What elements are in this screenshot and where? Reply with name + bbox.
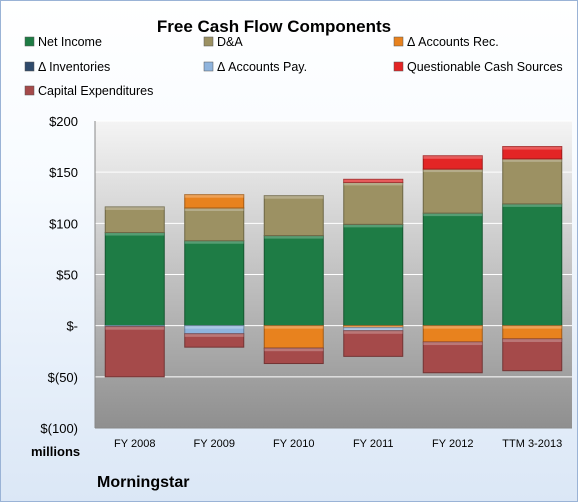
bar-segment	[422, 212, 483, 327]
legend: Net Income D&A Δ Accounts Rec. Δ Inventorie…	[24, 35, 563, 98]
bar-segment	[502, 146, 563, 160]
chart-title: Free Cash Flow Components	[157, 17, 391, 36]
legend-label: Net Income	[38, 35, 102, 49]
bar-segment	[104, 232, 165, 327]
bar-highlight	[105, 325, 165, 327]
bar-segment	[263, 235, 324, 327]
bar-segment	[184, 194, 245, 209]
legend-swatch	[24, 61, 35, 72]
legend-label: Questionable Cash Sources	[407, 60, 563, 74]
bar-highlight	[105, 232, 165, 236]
bar-highlight	[502, 203, 562, 207]
bar-segment	[263, 325, 324, 349]
bar-highlight	[264, 195, 324, 199]
bar-highlight	[184, 333, 244, 337]
x-tick-label: FY 2011	[353, 438, 394, 450]
bar-highlight	[184, 240, 244, 244]
bar-highlight	[423, 325, 483, 329]
x-tick-label: FY 2008	[114, 438, 155, 450]
bar-highlight	[105, 326, 165, 330]
bar-highlight	[264, 235, 324, 239]
y-tick-label: $-	[66, 319, 78, 334]
bar-highlight	[343, 325, 403, 328]
bar-highlight	[184, 325, 244, 329]
legend-swatch	[393, 61, 404, 72]
bar-highlight	[264, 325, 324, 329]
legend-swatch	[203, 36, 214, 47]
bar-segment	[104, 326, 165, 378]
legend-swatch	[203, 61, 214, 72]
x-tick-label: TTM 3-2013	[502, 438, 562, 450]
y-axis: $200 $150 $100 $50 $- $(50) $(100)	[40, 114, 96, 436]
bar-highlight	[502, 146, 562, 150]
bars	[104, 146, 563, 378]
source-label: Morningstar	[97, 474, 189, 491]
legend-label: Δ Accounts Pay.	[217, 60, 307, 74]
bar-highlight	[502, 158, 562, 162]
bar-segment	[184, 207, 245, 242]
legend-swatch	[393, 36, 404, 47]
bar-highlight	[423, 213, 483, 217]
bar-segment	[184, 240, 245, 327]
bar-highlight	[184, 194, 244, 198]
x-axis: FY 2008 FY 2009 FY 2010 FY 2011 FY 2012 TTM 3…	[95, 427, 572, 450]
bar-segment	[343, 223, 404, 327]
y-tick-label: $(100)	[40, 421, 78, 436]
legend-label: Δ Accounts Rec.	[407, 35, 499, 49]
bar-segment	[502, 203, 563, 327]
x-tick-label: FY 2012	[432, 438, 473, 450]
bar-segment	[343, 330, 404, 357]
bar-highlight	[343, 182, 403, 186]
bar-highlight	[423, 155, 483, 159]
bar-segment	[343, 178, 404, 183]
x-tick-label: FY 2009	[194, 438, 235, 450]
legend-label: D&A	[217, 35, 243, 49]
bar-segment	[263, 195, 324, 237]
bar-highlight	[343, 330, 403, 334]
legend-swatch	[24, 36, 35, 47]
y-tick-label: $100	[49, 216, 78, 231]
legend-label: Capital Expenditures	[38, 84, 153, 98]
unit-label: millions	[31, 444, 80, 459]
bar-highlight	[502, 338, 562, 342]
bar-segment	[263, 347, 324, 365]
bar-segment	[422, 168, 483, 214]
bar-segment	[422, 341, 483, 374]
bar-highlight	[502, 325, 562, 329]
bar-highlight	[264, 348, 324, 352]
bar-highlight	[423, 342, 483, 346]
bar-segment	[422, 155, 483, 170]
bar-highlight	[343, 224, 403, 228]
legend-label: Δ Inventories	[38, 60, 110, 74]
bar-segment	[104, 206, 165, 234]
bar-segment	[343, 181, 404, 225]
y-tick-label: $150	[49, 165, 78, 180]
y-tick-label: $50	[56, 268, 78, 283]
y-tick-label: $200	[49, 114, 78, 129]
bar-highlight	[343, 179, 403, 183]
bar-segment	[184, 333, 245, 348]
bar-segment	[502, 338, 563, 372]
bar-highlight	[105, 206, 165, 210]
bar-segment	[502, 158, 563, 205]
x-tick-label: FY 2010	[273, 438, 314, 450]
bar-highlight	[184, 207, 244, 211]
y-tick-label: $(50)	[48, 370, 78, 385]
legend-swatch	[24, 85, 35, 96]
bar-highlight	[423, 169, 483, 173]
bar-highlight	[343, 327, 403, 331]
